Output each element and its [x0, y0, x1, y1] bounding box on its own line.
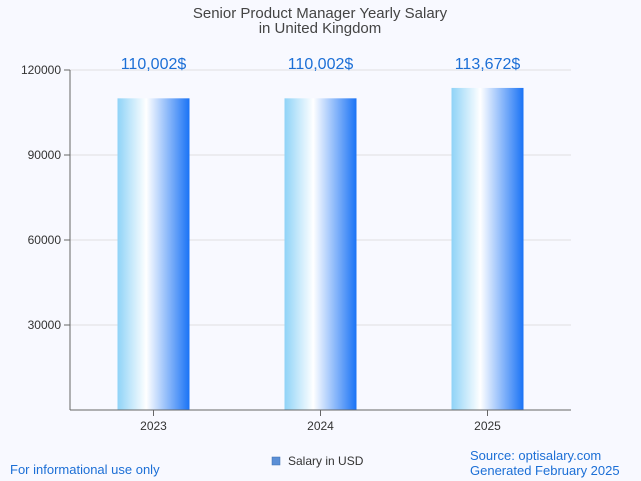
bar-value-label: 110,002$ [121, 56, 187, 73]
bar-2025 [451, 87, 524, 411]
bar-value-label: 110,002$ [288, 56, 354, 73]
chart-title-line-1: Senior Product Manager Yearly Salary [193, 5, 448, 22]
legend-label: Salary in USD [288, 454, 364, 468]
source-block: Source: optisalary.com Generated Februar… [470, 448, 620, 478]
informational-note: For informational use only [10, 462, 160, 477]
x-tick-label: 2023 [140, 419, 167, 433]
x-tick-label: 2025 [474, 419, 501, 433]
legend-swatch [271, 456, 281, 466]
y-tick-label: 30000 [28, 318, 62, 332]
y-tick-label: 60000 [28, 233, 62, 247]
source-text: Source: optisalary.com [470, 448, 602, 463]
y-tick-label: 90000 [28, 148, 62, 162]
bar-2023 [117, 98, 190, 410]
legend: Salary in USD [271, 454, 364, 468]
chart-title-line-2: in United Kingdom [259, 20, 382, 37]
generated-date: Generated February 2025 [470, 463, 620, 478]
bar-value-label: 113,672$ [455, 56, 521, 73]
y-tick-label: 120000 [21, 63, 61, 77]
x-tick-label: 2024 [307, 419, 334, 433]
bar-2024 [284, 98, 357, 410]
